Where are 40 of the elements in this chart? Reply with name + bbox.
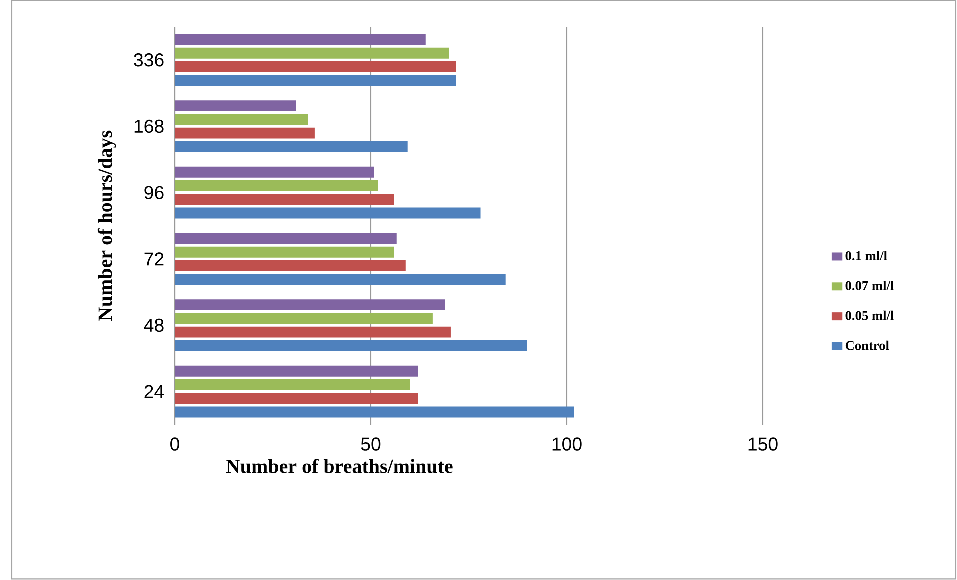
bar xyxy=(175,393,418,404)
bar xyxy=(175,141,408,152)
bar xyxy=(175,274,506,286)
bar xyxy=(175,194,394,206)
bar xyxy=(175,180,378,192)
legend-label: 0.07 ml/l xyxy=(846,281,894,290)
bar xyxy=(175,300,446,311)
x-tick-label: 50 xyxy=(361,438,381,451)
bar xyxy=(175,380,410,390)
legend-label: Control xyxy=(846,340,890,350)
bar xyxy=(175,166,374,178)
y-tick-label: 24 xyxy=(144,385,164,398)
y-tick-label: 336 xyxy=(134,54,164,67)
bar xyxy=(175,366,418,377)
y-tick-label: 72 xyxy=(144,252,164,266)
legend-label: 0.05 ml/l xyxy=(846,310,894,320)
bar xyxy=(175,114,308,126)
y-axis-title: Number of hours/days xyxy=(98,130,116,322)
x-axis-title: Number of breaths/minute xyxy=(226,459,453,474)
x-tick-label: 100 xyxy=(552,438,582,451)
bar xyxy=(175,75,456,86)
bar xyxy=(175,313,433,324)
y-tick-label: 96 xyxy=(144,186,164,200)
x-tick-label: 150 xyxy=(748,438,778,451)
bar xyxy=(175,326,451,338)
y-tick-label: 168 xyxy=(134,120,164,134)
bar xyxy=(175,340,528,352)
bar xyxy=(175,100,296,112)
x-tick-label: 0 xyxy=(170,438,180,451)
bar xyxy=(175,48,450,59)
bar xyxy=(175,34,426,46)
bar xyxy=(175,260,406,272)
bar xyxy=(175,233,397,244)
bar xyxy=(175,406,574,418)
bar xyxy=(175,128,315,139)
bar xyxy=(175,208,481,219)
legend-label: 0.1 ml/l xyxy=(846,251,888,261)
y-tick-label: 48 xyxy=(144,318,164,332)
bar xyxy=(175,246,394,258)
bar xyxy=(175,61,456,72)
